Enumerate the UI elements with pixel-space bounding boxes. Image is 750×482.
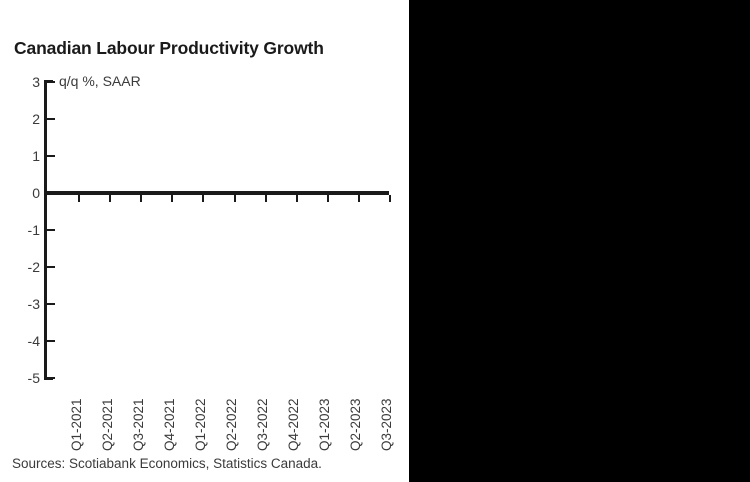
y-axis-tick-label: -4 (27, 333, 40, 349)
x-axis-tick (140, 195, 143, 202)
x-axis-category-label: Q4-2021 (161, 398, 177, 451)
source-note: Sources: Scotiabank Economics, Statistic… (12, 456, 322, 471)
x-axis-tick (295, 195, 298, 202)
x-axis-tick (233, 195, 236, 202)
x-axis-category-label: Q3-2023 (379, 398, 395, 451)
x-axis-tick (78, 195, 81, 202)
x-axis-tick (109, 195, 112, 202)
y-axis-tick-label: -2 (27, 259, 40, 275)
y-axis-tick-label: 1 (32, 148, 40, 164)
chart-card: Canadian Labour Productivity Growth q/q … (0, 0, 409, 482)
y-axis-tick-label: 2 (32, 111, 40, 127)
y-axis-tick (47, 81, 55, 83)
y-axis-tick (47, 229, 55, 231)
x-axis-category-label: Q1-2022 (192, 398, 208, 451)
x-axis-category-label: Q2-2022 (224, 398, 239, 451)
y-axis-tick-label: -3 (27, 296, 40, 312)
x-axis-category-label: Q2-2021 (99, 398, 115, 451)
y-axis-tick-label: 0 (32, 185, 40, 201)
bar-chart-plot: q/q %, SAAR 3 2 1 0 -1 -2 -3 -4 -5 Q1-2021 Q2-202… (27, 73, 395, 451)
y-axis-line (44, 80, 47, 380)
x-axis-category-label: Q3-2022 (255, 398, 271, 451)
y-axis-tick (47, 303, 55, 305)
x-axis-tick (202, 195, 205, 202)
x-axis-category-label: Q1-2021 (68, 398, 84, 451)
y-axis-tick (47, 340, 55, 342)
y-axis-tick-label: -1 (27, 222, 40, 238)
x-axis-tick (357, 195, 360, 202)
x-axis-tick (389, 195, 391, 202)
y-axis-tick (47, 377, 55, 379)
y-axis-tick (47, 155, 55, 157)
chart-subtitle: q/q %, SAAR (59, 73, 141, 89)
y-axis-tick-label: 3 (32, 74, 40, 90)
chart-title: Canadian Labour Productivity Growth (14, 38, 324, 58)
y-axis-tick (47, 118, 55, 120)
x-axis-category-label: Q1-2023 (317, 398, 333, 451)
x-axis-zero-line (44, 191, 389, 195)
x-axis-tick (171, 195, 174, 202)
x-axis-tick (326, 195, 329, 202)
x-axis-tick (264, 195, 267, 202)
x-axis-category-label: Q2-2023 (348, 398, 364, 451)
y-axis-tick-label: -5 (27, 370, 40, 386)
y-axis-tick (47, 266, 55, 268)
x-axis-category-label: Q4-2022 (286, 398, 302, 451)
x-axis-category-label: Q3-2021 (130, 398, 146, 451)
